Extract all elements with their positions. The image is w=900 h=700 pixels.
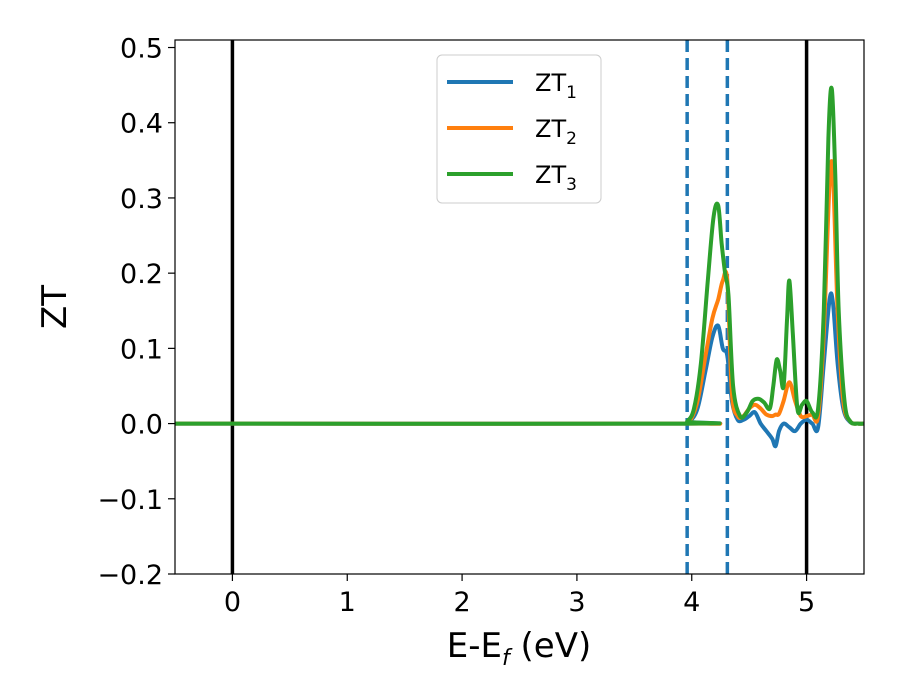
x-axis-title-main: E-E [447,626,502,666]
x-tick-label: 0 [224,587,241,618]
legend: ZT1 ZT2 ZT3 [436,54,602,204]
x-tick-label: 1 [339,587,356,618]
x-tick-label: 3 [568,587,585,618]
x-axis-title-unit: (eV) [510,626,592,666]
y-tick-label: −0.2 [97,560,163,591]
series-line-zt1 [175,291,864,449]
y-tick-label: 0.4 [120,109,163,140]
series-layer [175,85,864,449]
y-tick-label: 0.3 [120,184,163,215]
plot-border [174,39,865,575]
y-tick-label: 0.2 [120,259,163,290]
x-tick-label: 5 [798,587,815,618]
series-line-zt2 [175,159,864,426]
plot-frame [174,39,865,575]
x-tick-label: 2 [453,587,470,618]
y-tick-label: −0.1 [97,485,163,516]
series-line-zt3 [175,85,864,426]
y-tick-label: 0.1 [120,334,163,365]
legend-box [436,54,602,204]
x-axis: 0 1 2 3 4 5 [224,574,815,618]
legend-label-zt1: ZT1 [535,69,577,103]
x-axis-title-sub: f [502,646,513,671]
x-axis-title: E-Ef (eV) [447,626,592,671]
y-axis: −0.2 −0.1 0.0 0.1 0.2 0.3 0.4 0.5 [97,34,175,591]
x-tick-label: 4 [683,587,700,618]
legend-label-zt2: ZT2 [535,115,577,149]
y-tick-label: 0.5 [120,34,163,65]
y-axis-title: ZT [35,285,75,329]
legend-label-zt3: ZT3 [535,161,577,195]
reference-lines [230,40,809,574]
y-tick-label: 0.0 [120,410,163,441]
